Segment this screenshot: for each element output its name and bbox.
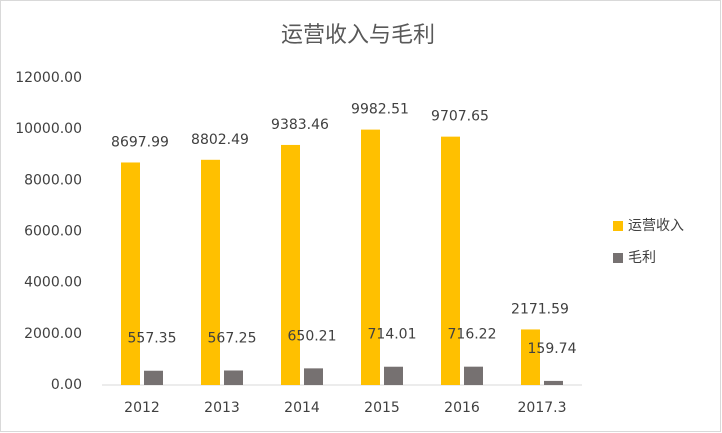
- y-tick-label: 4000.00: [24, 275, 82, 291]
- bar: [544, 380, 563, 385]
- legend-swatch: [613, 253, 623, 263]
- chart-title: 运营收入与毛利: [281, 23, 435, 48]
- data-label: 2171.59: [511, 301, 569, 317]
- x-tick-label: 2015: [364, 400, 400, 416]
- y-tick-label: 12000.00: [15, 70, 82, 86]
- bar: [304, 368, 323, 385]
- data-label: 650.21: [288, 328, 337, 344]
- data-label: 159.74: [528, 341, 577, 357]
- legend-swatch: [613, 221, 623, 231]
- y-tick-label: 6000.00: [24, 224, 82, 240]
- bar: [121, 162, 140, 385]
- data-label: 9982.51: [351, 102, 409, 118]
- y-tick-label: 8000.00: [24, 172, 82, 188]
- legend-label: 运营收入: [628, 218, 684, 234]
- bar: [441, 136, 460, 385]
- data-label: 567.25: [208, 330, 257, 346]
- bar: [144, 370, 163, 385]
- y-tick-label: 2000.00: [24, 326, 82, 342]
- bar: [281, 144, 300, 385]
- bar: [224, 370, 243, 385]
- data-label: 557.35: [128, 331, 177, 347]
- data-label: 8697.99: [111, 134, 169, 150]
- data-label: 8802.49: [191, 132, 249, 148]
- x-tick-label: 2016: [444, 400, 480, 416]
- bar: [201, 159, 220, 385]
- x-tick-label: 2013: [204, 400, 240, 416]
- legend-label: 毛利: [628, 250, 656, 266]
- bar: [464, 366, 483, 385]
- data-label: 9707.65: [431, 109, 489, 125]
- bar: [384, 366, 403, 385]
- y-tick-label: 0.00: [51, 377, 82, 393]
- bar: [521, 329, 540, 385]
- bar: [361, 129, 380, 385]
- x-tick-label: 2014: [284, 400, 320, 416]
- x-tick-label: 2012: [124, 400, 160, 416]
- y-tick-label: 10000.00: [15, 121, 82, 137]
- x-tick-label: 2017.3: [518, 400, 567, 416]
- data-label: 716.22: [448, 327, 497, 343]
- data-label: 9383.46: [271, 117, 329, 133]
- data-label: 714.01: [368, 327, 417, 343]
